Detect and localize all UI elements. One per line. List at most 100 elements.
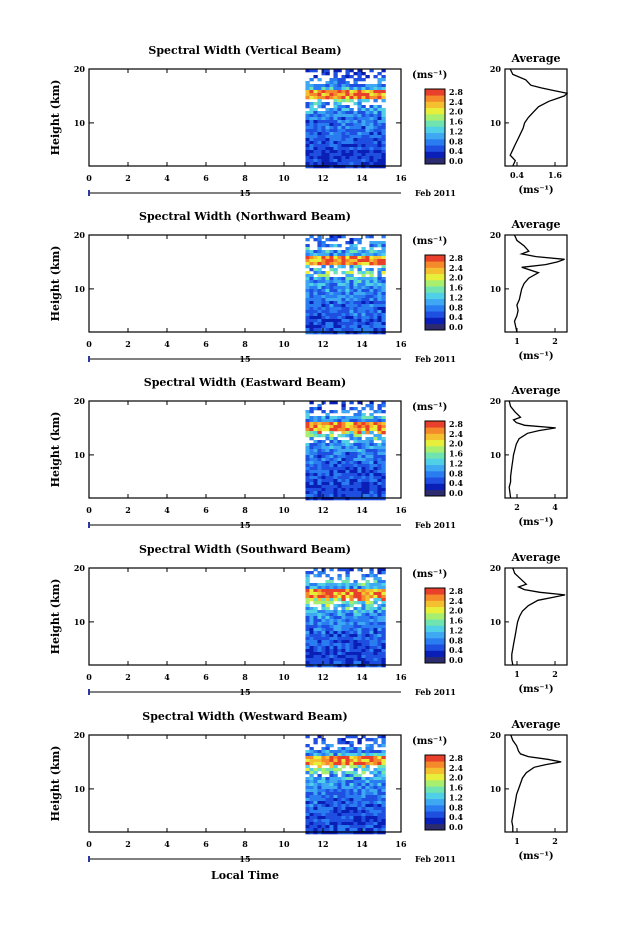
heatmap-cell bbox=[365, 580, 370, 584]
heatmap-cell bbox=[313, 108, 318, 112]
heatmap-cell bbox=[349, 646, 354, 650]
heatmap-cell bbox=[377, 634, 382, 638]
heatmap-cell bbox=[349, 625, 354, 629]
heatmap-cell bbox=[317, 259, 322, 263]
heatmap-cell bbox=[377, 640, 382, 644]
heatmap-cell bbox=[357, 625, 362, 629]
chart-panel-2: Spectral Width (Eastward Beam)0 2 4 6 8 10 12 1… bbox=[49, 376, 568, 530]
colorbar-swatch bbox=[425, 817, 445, 825]
heatmap-cell bbox=[337, 604, 342, 608]
heatmap-cell bbox=[361, 331, 366, 335]
heatmap-cell bbox=[377, 325, 382, 329]
heatmap-cell bbox=[353, 153, 358, 157]
heatmap-cell bbox=[345, 69, 350, 73]
heatmap-cell bbox=[325, 828, 330, 832]
heatmap-cell bbox=[349, 807, 354, 811]
heatmap-cell bbox=[333, 804, 338, 808]
heatmap-cell bbox=[353, 446, 358, 450]
heatmap-cell bbox=[309, 159, 314, 163]
heatmap-cell bbox=[345, 132, 350, 136]
heatmap-cell bbox=[325, 84, 330, 88]
heatmap-cell bbox=[337, 756, 342, 760]
heatmap-cell bbox=[333, 604, 338, 608]
heatmap-cell bbox=[305, 259, 310, 263]
heatmap-cell bbox=[369, 274, 374, 278]
heatmap-cell bbox=[377, 244, 382, 248]
heatmap-cell bbox=[305, 419, 310, 423]
average-x-tick-label: 2 bbox=[552, 669, 558, 679]
heatmap-cell bbox=[349, 295, 354, 299]
heatmap-cell bbox=[345, 87, 350, 91]
heatmap-cell bbox=[373, 319, 378, 323]
heatmap-cell bbox=[317, 123, 322, 127]
heatmap-cell bbox=[369, 589, 374, 593]
heatmap-cell bbox=[333, 319, 338, 323]
heatmap-cell bbox=[345, 81, 350, 85]
heatmap-cell bbox=[365, 804, 370, 808]
heatmap-cell bbox=[357, 446, 362, 450]
average-x-tick-label: 2 bbox=[552, 836, 558, 846]
heatmap-cell bbox=[345, 256, 350, 260]
heatmap-cell bbox=[365, 156, 370, 160]
heatmap-cell bbox=[313, 111, 318, 115]
heatmap-cell bbox=[365, 661, 370, 665]
heatmap-cell bbox=[313, 583, 318, 587]
heatmap-cell bbox=[313, 316, 318, 320]
heatmap-cell bbox=[361, 256, 366, 260]
heatmap-cell bbox=[353, 765, 358, 769]
heatmap-cell bbox=[341, 78, 346, 82]
heatmap-cell bbox=[381, 774, 386, 778]
heatmap-cell bbox=[377, 87, 382, 91]
heatmap-cell bbox=[353, 491, 358, 495]
heatmap-cell bbox=[333, 322, 338, 326]
heatmap-cell bbox=[337, 265, 342, 269]
average-y-tick-label: 10 bbox=[490, 784, 502, 794]
heatmap-cell bbox=[353, 310, 358, 314]
heatmap-cell bbox=[353, 277, 358, 281]
heatmap-cell bbox=[309, 422, 314, 426]
heatmap-cell bbox=[361, 425, 366, 429]
heatmap-cell bbox=[333, 280, 338, 284]
heatmap-cell bbox=[353, 789, 358, 793]
heatmap-cell bbox=[333, 141, 338, 145]
heatmap-cell bbox=[313, 664, 318, 668]
heatmap-cell bbox=[381, 99, 386, 103]
heatmap-cell bbox=[341, 825, 346, 829]
heatmap-cell bbox=[369, 604, 374, 608]
heatmap-cell bbox=[381, 96, 386, 100]
heatmap-cell bbox=[317, 250, 322, 254]
heatmap-cell bbox=[305, 795, 310, 799]
heatmap-cell bbox=[321, 96, 326, 100]
heatmap-cell bbox=[345, 792, 350, 796]
colorbar-swatch bbox=[425, 120, 445, 127]
heatmap-cell bbox=[321, 655, 326, 659]
heatmap-cell bbox=[361, 422, 366, 426]
heatmap-cell bbox=[317, 90, 322, 94]
heatmap-cell bbox=[373, 322, 378, 326]
heatmap-cell bbox=[373, 316, 378, 320]
heatmap-cell bbox=[369, 90, 374, 94]
x-tick-label: 6 bbox=[203, 839, 209, 849]
heatmap-cell bbox=[369, 771, 374, 775]
heatmap-cell bbox=[353, 422, 358, 426]
heatmap-cell bbox=[361, 577, 366, 581]
heatmap-cell bbox=[365, 592, 370, 596]
heatmap-cell bbox=[349, 428, 354, 432]
heatmap-cell bbox=[341, 625, 346, 629]
heatmap-cell bbox=[373, 310, 378, 314]
heatmap-cell bbox=[369, 244, 374, 248]
average-x-tick-label: 2 bbox=[514, 502, 520, 512]
heatmap-cell bbox=[345, 485, 350, 489]
heatmap-cell bbox=[365, 488, 370, 492]
heatmap-cell bbox=[369, 491, 374, 495]
heatmap-cell bbox=[309, 640, 314, 644]
heatmap-cell bbox=[361, 479, 366, 483]
heatmap-cell bbox=[321, 625, 326, 629]
heatmap-cell bbox=[321, 105, 326, 109]
heatmap-cells bbox=[305, 235, 386, 335]
heatmap-cell bbox=[373, 467, 378, 471]
heatmap-cell bbox=[369, 831, 374, 835]
heatmap-cell bbox=[365, 114, 370, 118]
colorbar-tick-label: 2.0 bbox=[449, 606, 463, 616]
heatmap-cell bbox=[361, 467, 366, 471]
